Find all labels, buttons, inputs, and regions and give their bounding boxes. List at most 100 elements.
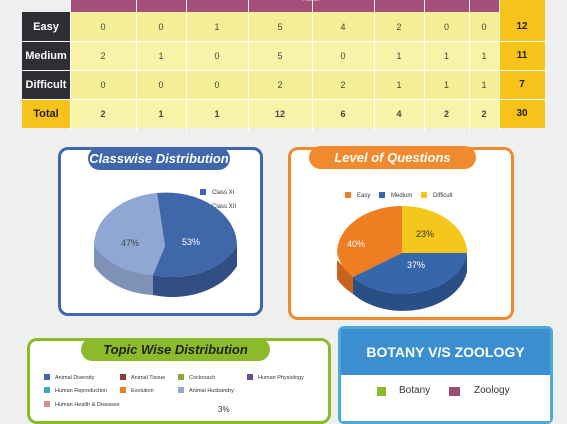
topic-legend-swatch-4 <box>247 374 253 380</box>
level-pie-side-medium <box>353 253 467 311</box>
table-cell-easy-5: 4 <box>340 21 346 32</box>
topic-legend-label-4: Human Physiology <box>258 375 304 381</box>
table-grid-line <box>22 70 545 71</box>
topic-legend-label-1: Animal Diversity <box>55 375 95 381</box>
topic-legend-swatch-1 <box>44 374 50 380</box>
table-grid-line <box>70 0 71 132</box>
row-label-difficult: Difficult <box>22 70 70 99</box>
legend-label-class-xi: Class XI <box>212 190 235 196</box>
level-pie-side-easy <box>337 260 353 294</box>
row-label-easy: Easy <box>22 12 70 41</box>
level-pie-chart: Easy Medium Difficult 40% 37% 23% <box>337 192 467 311</box>
topic-legend-swatch-2 <box>120 374 126 380</box>
legend-label-difficult: Difficult <box>433 193 453 199</box>
topic-legend-swatch-5 <box>44 387 50 393</box>
table-cell-easy-6: 2 <box>396 21 402 32</box>
table-cell-easy-1: 0 <box>100 21 106 32</box>
topic-legend-label-6: Evolution <box>131 388 154 394</box>
legend-swatch-difficult <box>421 192 427 198</box>
table-cell-total-3: 1 <box>214 108 220 119</box>
table-cell-medium-7: 1 <box>443 50 449 61</box>
table-grid-line <box>136 0 137 132</box>
table-grid-line <box>22 99 545 100</box>
topic-legend-label-8: Human Health & Diseases <box>55 402 120 408</box>
row-label-medium: Medium <box>22 41 70 70</box>
topic-legend-swatch-7 <box>178 387 184 393</box>
table-cell-difficult-4: 2 <box>277 79 283 90</box>
table-cell-difficult-1: 0 <box>100 79 106 90</box>
table-grid-line <box>186 0 187 132</box>
table-grid-line <box>22 41 545 42</box>
table-cell-easy-8: 0 <box>481 21 487 32</box>
table-cell-easy-4: 5 <box>277 21 283 32</box>
level-slice-difficult <box>402 206 467 253</box>
table-grid-line <box>499 0 500 132</box>
botany-zoology-title: BOTANY V/S ZOOLOGY <box>341 329 550 375</box>
table-row-difficult: Difficult <box>22 70 545 99</box>
table-grid-line <box>469 0 470 132</box>
legend-swatch-medium <box>379 192 385 198</box>
table-row-easy: Easy <box>22 12 545 41</box>
topic-legend-label-3: Cockroach <box>189 375 215 381</box>
legend-swatch-class-xi <box>200 189 206 195</box>
level-title: Level of Questions <box>309 146 476 169</box>
table-cell-difficult-6: 1 <box>396 79 402 90</box>
legend-label-botany: Botany <box>399 385 431 396</box>
table-cell-easy-7: 0 <box>443 21 449 32</box>
topic-legend-label-7: Animal Husbandry <box>189 388 234 394</box>
table-cell-medium-4: 5 <box>277 50 283 61</box>
level-slice-medium <box>353 253 467 294</box>
table-cell-total-5: 6 <box>340 108 346 119</box>
classwise-panel: Classwise Distribution Class XI Class XI… <box>58 147 263 316</box>
classwise-label-class-xi: 53% <box>182 237 200 247</box>
table-cell-medium-5: 0 <box>340 50 346 61</box>
classwise-slice-class-xi <box>153 192 238 278</box>
topic-chart: Animal Diversity Animal Tissue Cockroach Hu… <box>44 374 304 414</box>
table-cell-difficult-3: 0 <box>214 79 220 90</box>
table-cell-total-8: 2 <box>481 108 487 119</box>
table-grid-line <box>248 0 249 132</box>
legend-label-zoology: Zoology <box>474 385 510 396</box>
table-row-medium: Medium <box>22 41 545 70</box>
classwise-title: Classwise Distribution <box>88 147 230 170</box>
table-cell-medium-2: 1 <box>158 50 164 61</box>
topic-legend-swatch-6 <box>120 387 126 393</box>
table-cell-total-9: 30 <box>499 99 545 128</box>
level-label-medium: 37% <box>407 260 425 270</box>
table-grid-line <box>312 0 313 132</box>
topic-legend-label-5: Human Reproduction <box>55 388 107 394</box>
classwise-label-class-xii: 47% <box>121 238 139 248</box>
table-cell-easy-9: 12 <box>499 12 545 41</box>
botany-zoology-panel: BOTANY V/S ZOOLOGY Botany Zoology <box>338 326 553 424</box>
legend-swatch-zoology <box>449 387 460 396</box>
classwise-pie-chart: Class XI Class XII 53% 47% <box>93 189 238 298</box>
table-cell-easy-2: 0 <box>158 21 164 32</box>
table-header-bar <box>70 0 545 12</box>
level-label-easy: 40% <box>347 239 365 249</box>
legend-swatch-botany <box>377 387 386 396</box>
table-cell-total-7: 2 <box>443 108 449 119</box>
table-cell-difficult-9: 7 <box>499 70 545 99</box>
table-cell-total-6: 4 <box>396 108 402 119</box>
classwise-pie-side-right <box>153 246 237 298</box>
legend-label-class-xii: Class XII <box>212 204 236 210</box>
table-cell-medium-9: 11 <box>499 41 545 70</box>
table-cell-difficult-7: 1 <box>443 79 449 90</box>
table-cell-medium-3: 0 <box>214 50 220 61</box>
question-distribution-table: Health Easy Medium Difficult Total 0 0 1 5 4… <box>22 0 545 132</box>
table-grid-line <box>424 0 425 132</box>
topic-panel: Topic Wise Distribution Animal Diversity… <box>27 338 331 424</box>
table-cell-difficult-8: 1 <box>481 79 487 90</box>
table-cell-difficult-5: 2 <box>340 79 346 90</box>
legend-label-easy: Easy <box>357 193 370 199</box>
table-cell-total-1: 2 <box>100 108 106 119</box>
level-label-difficult: 23% <box>416 229 434 239</box>
level-panel: Level of Questions Easy Medium Difficult… <box>288 146 514 320</box>
table-header-total-cell <box>499 0 545 12</box>
topic-legend-swatch-8 <box>44 401 50 407</box>
legend-label-medium: Medium <box>391 193 412 199</box>
legend-swatch-easy <box>345 192 351 198</box>
botany-zoology-body: Botany Zoology <box>341 375 550 421</box>
table-cell-medium-1: 2 <box>100 50 106 61</box>
topic-legend-swatch-3 <box>178 374 184 380</box>
